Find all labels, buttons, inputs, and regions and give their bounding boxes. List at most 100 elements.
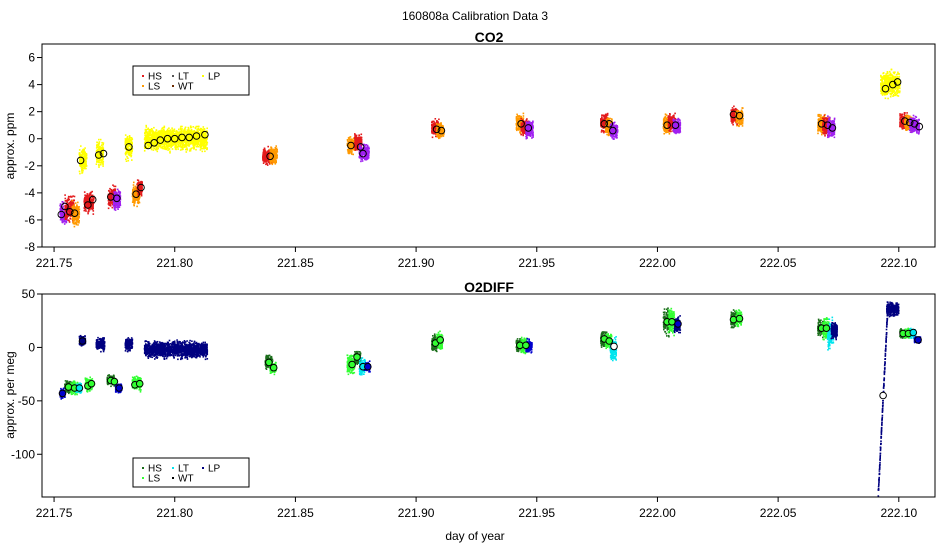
co2-point-lt xyxy=(113,201,115,203)
co2-point-ls xyxy=(72,205,75,207)
co2-point-ls xyxy=(136,199,139,201)
co2-point-ls xyxy=(436,135,439,138)
co2-point-lp xyxy=(179,130,182,133)
co2-point-lp xyxy=(192,147,194,149)
co2-point-lp xyxy=(201,128,204,131)
co2-point-lp xyxy=(79,158,82,160)
co2-point-ls xyxy=(77,216,80,218)
co2-point-hs xyxy=(83,191,86,193)
co2-point-lp xyxy=(170,132,173,135)
co2-point-lp xyxy=(96,154,99,157)
co2-point-lp xyxy=(187,143,189,146)
co2-point-lp xyxy=(205,134,208,137)
co2-point-hs xyxy=(109,197,112,200)
co2-point-hs xyxy=(87,209,90,211)
co2-point-lp xyxy=(184,141,186,143)
co2-point-hs xyxy=(90,206,93,208)
co2-point-lp xyxy=(131,138,134,141)
co2-point-lp xyxy=(174,146,176,149)
co2-point-lp xyxy=(82,150,85,153)
co2-point-lt xyxy=(117,202,119,204)
co2-point-ls xyxy=(275,161,277,163)
co2-point-hs xyxy=(83,209,86,212)
co2-point-hs xyxy=(112,191,114,194)
co2-point-lt xyxy=(112,195,115,197)
co2-point-hs xyxy=(67,202,70,205)
co2-point-lt xyxy=(359,144,361,147)
co2-point-hs xyxy=(66,217,68,219)
co2-point-lt xyxy=(363,157,365,159)
co2-point-lp xyxy=(148,129,151,131)
co2-point-lp xyxy=(191,140,194,142)
co2-point-lp xyxy=(126,144,129,146)
co2-point-lp xyxy=(153,147,156,150)
co2-point-lp xyxy=(199,132,201,134)
co2-point-ls xyxy=(71,210,74,213)
co2-point-lp xyxy=(203,145,206,148)
co2-point-hs xyxy=(113,185,115,188)
co2-point-hs xyxy=(89,193,92,195)
co2-point-lp xyxy=(172,144,174,147)
co2-point-lp xyxy=(61,221,63,223)
co2-point-hs xyxy=(88,204,90,206)
co2-point-lp xyxy=(99,145,101,148)
co2-point-ls xyxy=(76,217,78,220)
co2-point-lp xyxy=(128,153,131,156)
co2-point-hs xyxy=(139,190,141,193)
co2-point-hs xyxy=(70,207,73,209)
co2-point-lp xyxy=(176,141,178,144)
co2-point-lp xyxy=(181,143,184,146)
co2-point-hs xyxy=(85,204,88,206)
co2-point-lp xyxy=(177,142,179,144)
co2-point-lp xyxy=(96,161,98,163)
co2-point-hs xyxy=(85,198,87,201)
co2-point-lt xyxy=(114,206,117,208)
co2-point-lp xyxy=(189,148,191,151)
co2-point-lp xyxy=(130,154,133,157)
co2-point-lp xyxy=(97,155,99,158)
co2-point-lp xyxy=(192,126,195,128)
co2-point-lp xyxy=(100,160,102,162)
co2-point-lp xyxy=(85,152,88,155)
co2-point-ls xyxy=(134,200,136,202)
co2-point-hs xyxy=(358,134,361,136)
co2-point-ls xyxy=(133,199,135,201)
co2-point-lt xyxy=(114,196,116,198)
co2-point-lp xyxy=(85,154,88,157)
co2-point-lt xyxy=(115,197,117,199)
co2-point-lp xyxy=(96,141,99,144)
co2-point-hs xyxy=(71,201,73,204)
co2-point-ls xyxy=(271,155,273,158)
co2-point-lp xyxy=(156,148,158,151)
co2-point-hs xyxy=(86,203,89,206)
co2-point-ls xyxy=(135,198,138,201)
co2-point-lp xyxy=(98,152,100,155)
co2-point-lt xyxy=(118,206,121,208)
co2-point-lp xyxy=(153,140,156,142)
co2-point-hs xyxy=(263,157,266,160)
co2-point-lp xyxy=(197,145,199,148)
co2-point-hs xyxy=(84,194,86,196)
co2-point-lt xyxy=(113,208,116,211)
co2-point-lp xyxy=(60,203,62,206)
co2-point-lt xyxy=(119,195,122,197)
co2-point-lp xyxy=(61,201,64,203)
co2-point-lp xyxy=(102,162,104,165)
co2-point-lt xyxy=(113,191,115,193)
co2-point-lp xyxy=(172,131,175,133)
co2-point-hs xyxy=(90,200,93,202)
co2-point-ls xyxy=(438,137,440,140)
co2-point-lp xyxy=(180,141,182,144)
co2-point-lp xyxy=(63,223,66,225)
co2-point-hs xyxy=(262,159,265,162)
co2-point-lp xyxy=(61,217,63,220)
co2-point-lp xyxy=(61,209,64,212)
co2-point-lp xyxy=(199,149,202,151)
co2-point-lp xyxy=(95,147,98,149)
co2-point-hs xyxy=(140,193,143,196)
co2-point-hs xyxy=(111,201,114,203)
co2-point-lp xyxy=(206,127,208,130)
co2-point-hs xyxy=(139,184,141,186)
co2-point-lp xyxy=(204,138,206,141)
co2-point-hs xyxy=(89,208,91,211)
